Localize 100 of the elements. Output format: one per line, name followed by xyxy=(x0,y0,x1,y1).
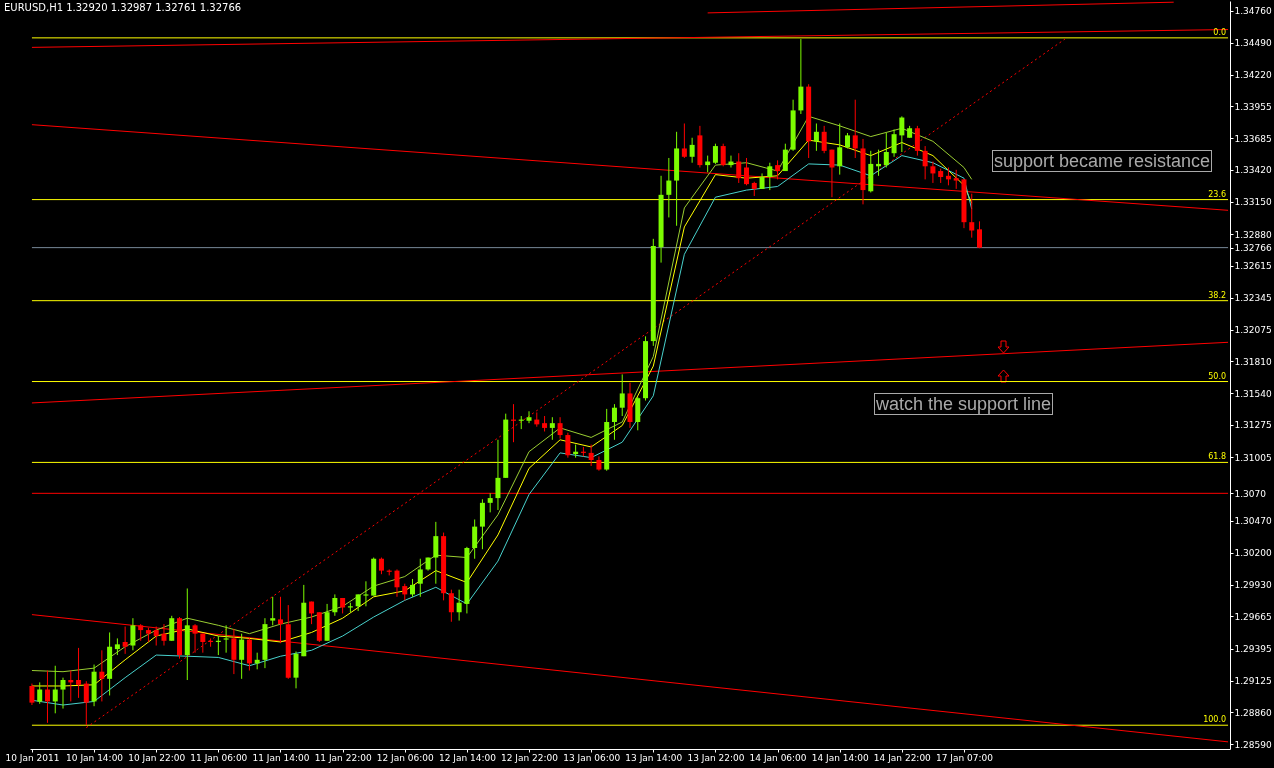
candlestick xyxy=(270,596,276,626)
x-tick-label: 11 Jan 14:00 xyxy=(252,752,310,763)
y-tick-label: 1.34760 xyxy=(1234,6,1272,17)
x-tick-label: 10 Jan 22:00 xyxy=(128,752,186,763)
candlestick xyxy=(899,115,905,153)
y-tick-label: 1.32615 xyxy=(1234,261,1272,272)
candlestick xyxy=(557,416,563,440)
x-tick-label: 11 Jan 22:00 xyxy=(314,752,372,763)
y-tick-label: 1.31540 xyxy=(1234,388,1272,399)
candlestick xyxy=(767,162,773,191)
y-tick-label: 1.32345 xyxy=(1234,293,1272,304)
y-tick-label: 1.31275 xyxy=(1234,420,1272,431)
x-tick-label: 11 Jan 06:00 xyxy=(190,752,248,763)
x-tick-label: 13 Jan 06:00 xyxy=(563,752,621,763)
x-tick-label: 13 Jan 14:00 xyxy=(625,752,683,763)
x-tick-label: 13 Jan 22:00 xyxy=(687,752,745,763)
candlestick xyxy=(479,498,485,550)
candlestick xyxy=(161,623,167,647)
x-tick-label: 10 Jan 2011 xyxy=(5,752,60,763)
y-tick-label: 1.29125 xyxy=(1234,676,1272,687)
candlestick xyxy=(744,157,749,186)
candlestick xyxy=(588,444,594,467)
candlestick xyxy=(200,633,206,654)
annotation: 23.6 xyxy=(1208,189,1227,199)
candlestick xyxy=(153,626,159,647)
candlestick xyxy=(549,416,555,441)
candlestick xyxy=(829,149,835,198)
x-tick-label: 14 Jan 06:00 xyxy=(749,752,807,763)
y-tick-label: 1.34220 xyxy=(1234,70,1272,81)
candlestick xyxy=(611,403,617,441)
candlestick xyxy=(456,589,462,622)
candlestick xyxy=(619,373,625,417)
y-tick-label: 1.33685 xyxy=(1234,133,1272,144)
candlestick xyxy=(813,122,819,152)
candlestick xyxy=(223,624,229,654)
y-tick-label: 1.28590 xyxy=(1234,739,1272,750)
candlestick xyxy=(930,161,936,184)
candlestick xyxy=(565,432,571,459)
y-tick-label: 1.32880 xyxy=(1234,229,1272,240)
candlestick xyxy=(29,683,35,706)
candlestick xyxy=(883,132,889,168)
y-tick-label: 1.33955 xyxy=(1234,101,1272,112)
annotation: 0.0 xyxy=(1213,27,1227,37)
candlestick xyxy=(798,38,804,115)
candlestick xyxy=(526,410,532,424)
candlestick xyxy=(681,122,687,159)
candlestick xyxy=(231,628,237,675)
y-tick-label: 1.34490 xyxy=(1234,38,1272,49)
y-tick-label: 1.32075 xyxy=(1234,325,1272,336)
y-tick-label: 1.33150 xyxy=(1234,197,1272,208)
candlestick xyxy=(712,143,718,165)
candlestick xyxy=(821,125,827,154)
y-tick-label: 1.28860 xyxy=(1234,707,1272,718)
x-tick-label: 12 Jan 22:00 xyxy=(501,752,559,763)
candlestick xyxy=(448,589,454,623)
x-tick-label: 14 Jan 14:00 xyxy=(811,752,869,763)
y-tick-label: 1.32766 xyxy=(1234,243,1272,254)
candlestick xyxy=(60,677,66,710)
y-tick-label: 1.3070 xyxy=(1234,488,1267,499)
y-tick-label: 1.31810 xyxy=(1234,356,1272,367)
candlestick xyxy=(433,521,439,585)
candlestick xyxy=(99,649,105,702)
y-tick-label: 1.30200 xyxy=(1234,548,1272,559)
candlestick xyxy=(417,558,423,598)
annotation: 61.8 xyxy=(1208,452,1227,462)
candlestick xyxy=(37,681,43,705)
annotation: watch the support line xyxy=(874,393,1054,415)
candlestick xyxy=(914,125,920,157)
candlestick xyxy=(394,568,400,598)
annotation: 100.0 xyxy=(1203,715,1227,725)
candlestick xyxy=(666,157,672,218)
candlestick xyxy=(495,439,501,511)
candlestick xyxy=(293,650,299,689)
y-tick-label: 1.31005 xyxy=(1234,452,1272,463)
candlestick xyxy=(169,615,175,642)
annotation: 50.0 xyxy=(1208,371,1227,381)
x-tick-label: 12 Jan 14:00 xyxy=(438,752,497,763)
candlestick xyxy=(635,396,641,431)
annotation: support became resistance xyxy=(992,150,1213,172)
annotation: 38.2 xyxy=(1208,290,1227,300)
candlestick xyxy=(953,169,959,190)
candlestick xyxy=(775,159,781,180)
candlestick xyxy=(83,680,89,726)
candlestick xyxy=(977,220,983,249)
y-tick-label: 1.29395 xyxy=(1234,644,1272,655)
candlestick xyxy=(246,637,252,672)
y-tick-label: 1.33420 xyxy=(1234,165,1272,176)
x-tick-label: 12 Jan 06:00 xyxy=(376,752,435,763)
candlestick xyxy=(720,143,726,167)
y-tick-label: 1.29665 xyxy=(1234,611,1272,622)
candlestick xyxy=(52,665,58,714)
candlestick xyxy=(44,670,50,724)
candlestick xyxy=(487,492,493,513)
candlestick xyxy=(192,623,198,654)
candlestick xyxy=(130,617,136,651)
candlestick xyxy=(332,593,338,617)
y-tick-label: 1.29930 xyxy=(1234,580,1272,591)
chart-title: EURUSD,H1 1.32920 1.32987 1.32761 1.32766 xyxy=(4,2,242,13)
x-tick-label: 17 Jan 07:00 xyxy=(935,752,994,763)
candlestick xyxy=(472,518,478,560)
